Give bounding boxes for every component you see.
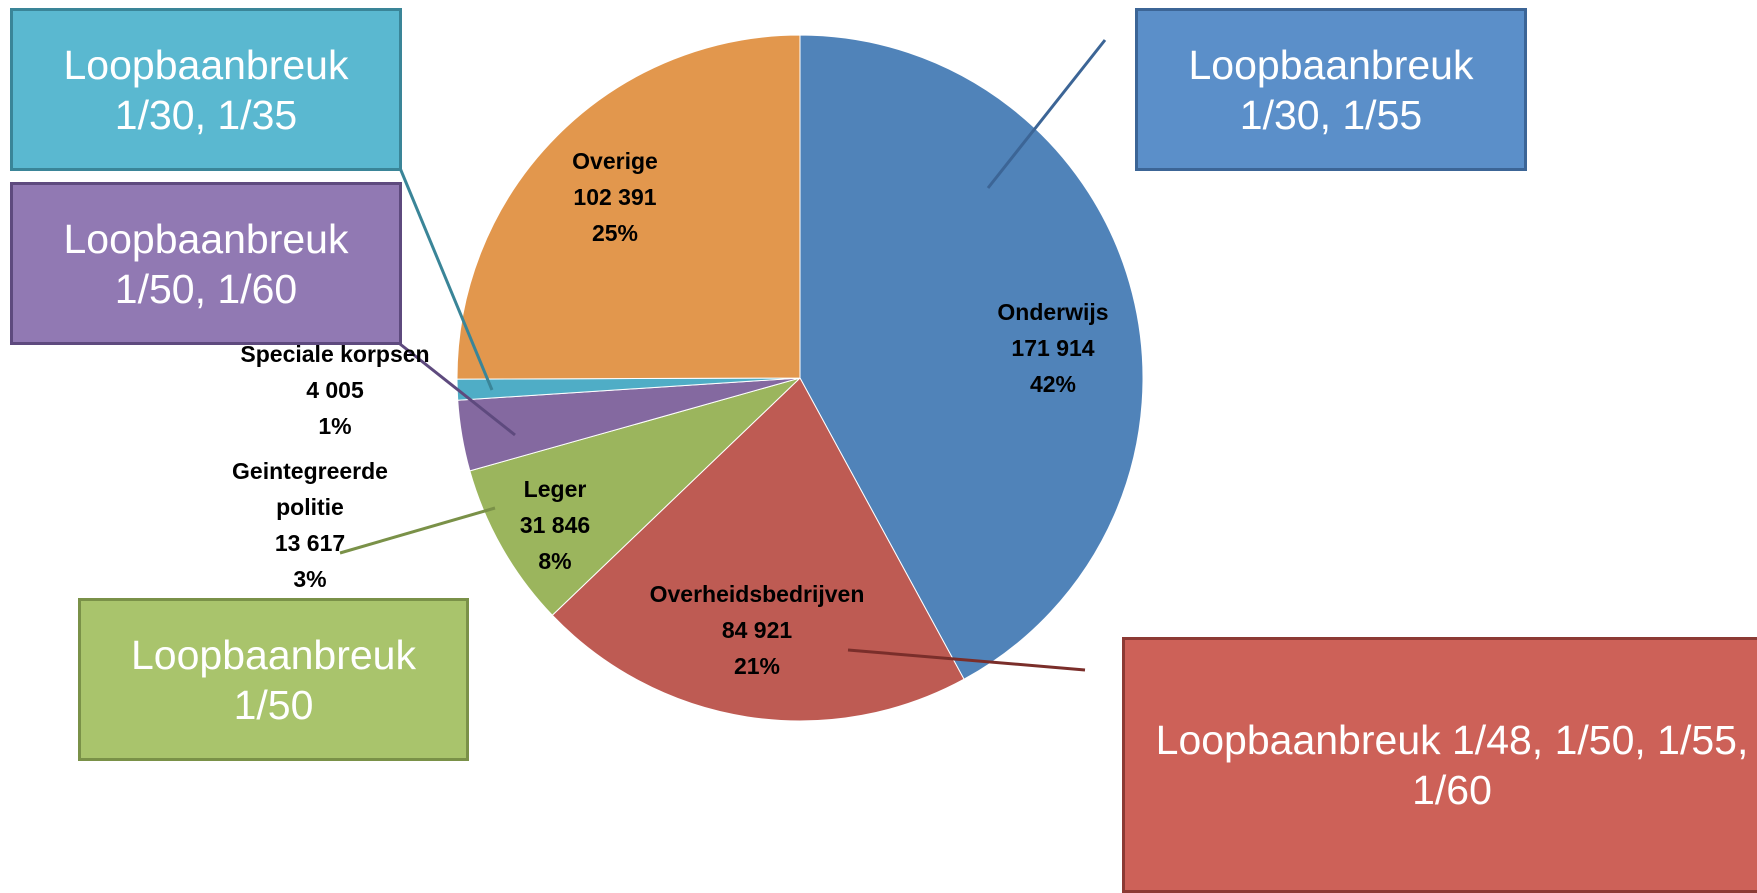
pie xyxy=(456,34,1144,722)
pie-slice xyxy=(456,34,801,380)
leader-line xyxy=(339,506,496,555)
slice-name: Geintegreerde politie xyxy=(232,458,388,520)
annotation-box: Loopbaanbreuk 1/50 xyxy=(78,598,469,761)
slice-label: Geintegreerde politie 13 617 3% xyxy=(205,453,415,597)
leader-line xyxy=(847,648,1086,672)
slice-value: 102 391 xyxy=(573,184,657,210)
slice-value: 4 005 xyxy=(306,377,364,403)
slice-name: Leger xyxy=(523,476,587,502)
slice-name: Overheidsbedrijven xyxy=(649,581,865,607)
slice-label: Speciale korpsen 4 005 1% xyxy=(240,336,429,444)
annotation-box: Loopbaanbreuk 1/48, 1/50, 1/55, 1/60 xyxy=(1122,637,1757,893)
leader-line xyxy=(399,342,516,437)
slice-value: 171 914 xyxy=(1011,335,1095,361)
slice-label: Overheidsbedrijven 84 921 21% xyxy=(642,576,872,684)
slice-percent: 1% xyxy=(318,413,352,439)
annotation-box: Loopbaanbreuk 1/30, 1/55 xyxy=(1135,8,1527,171)
slice-label: Onderwijs 171 914 42% xyxy=(997,294,1108,402)
slice-percent: 42% xyxy=(1029,371,1077,397)
annotation-box: Loopbaanbreuk 1/30, 1/35 xyxy=(10,8,402,171)
slice-percent: 25% xyxy=(591,220,639,246)
slice-percent: 3% xyxy=(293,566,327,592)
leader-line xyxy=(986,39,1107,189)
slice-name: Overige xyxy=(572,148,658,174)
slice-label: Overige 102 391 25% xyxy=(572,143,658,251)
slice-value: 84 921 xyxy=(721,617,793,643)
pie-slice xyxy=(551,377,965,722)
slice-percent: 8% xyxy=(538,548,572,574)
slice-name: Onderwijs xyxy=(997,299,1109,325)
pie-slice xyxy=(469,377,801,616)
annotation-box: Loopbaanbreuk 1/50, 1/60 xyxy=(10,182,402,345)
slice-value: 31 846 xyxy=(519,512,591,538)
leader-lines xyxy=(339,39,1107,672)
slice-value: 13 617 xyxy=(274,530,346,556)
slice-label: Leger 31 846 8% xyxy=(520,471,590,579)
pie-slice xyxy=(799,34,1144,680)
slice-name: Speciale korpsen xyxy=(240,341,430,367)
slice-percent: 21% xyxy=(733,653,781,679)
leader-line xyxy=(398,167,494,391)
